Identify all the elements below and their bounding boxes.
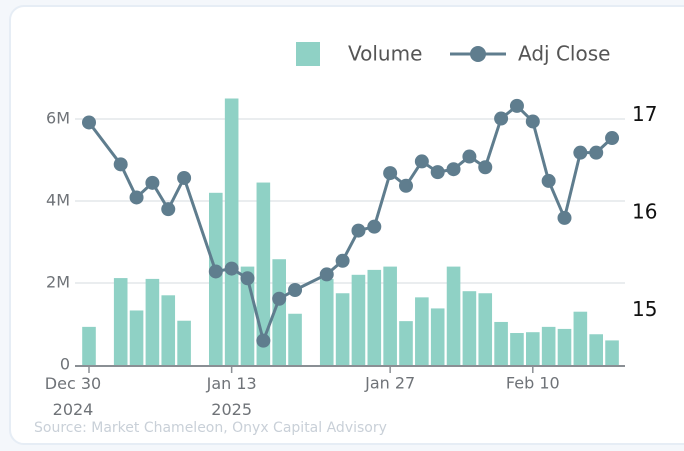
volume-bar xyxy=(224,98,239,365)
x-tick-label: Feb 10 xyxy=(506,374,560,393)
legend-label: Volume xyxy=(348,42,422,66)
volume-bar xyxy=(113,278,128,365)
x-tick-label: Dec 30 2024 xyxy=(45,374,101,419)
close-point xyxy=(161,202,176,217)
volume-bar xyxy=(367,269,382,365)
close-point xyxy=(177,170,192,185)
legend-marker xyxy=(470,46,486,62)
close-point xyxy=(319,267,334,282)
volume-bar xyxy=(541,326,556,365)
volume-bar xyxy=(415,297,429,365)
close-point xyxy=(446,162,461,177)
volume-bar xyxy=(335,293,350,365)
x-tick-label: Jan 13 2025 xyxy=(206,374,257,419)
volume-bar xyxy=(526,332,540,365)
y2-tick-label: 16 xyxy=(632,200,657,224)
close-point xyxy=(462,149,477,164)
volume-bar xyxy=(573,311,588,365)
close-point xyxy=(256,333,271,348)
close-point xyxy=(414,154,429,169)
y2-tick-label: 17 xyxy=(632,102,657,126)
volume-bar xyxy=(161,295,176,365)
x-tick-label: Jan 27 xyxy=(364,374,415,393)
volume-bar xyxy=(383,266,397,365)
close-point xyxy=(208,264,223,279)
close-point xyxy=(335,253,350,268)
volume-bar xyxy=(462,291,477,365)
close-point xyxy=(509,98,524,113)
volume-bar xyxy=(446,266,461,365)
volume-bar xyxy=(510,333,524,365)
close-point xyxy=(589,145,604,160)
volume-bar xyxy=(589,334,603,365)
close-point xyxy=(145,175,160,190)
close-point xyxy=(367,219,382,234)
y2-tick-label: 15 xyxy=(632,297,657,321)
close-point xyxy=(383,166,398,181)
legend-label: Adj Close xyxy=(518,42,610,66)
volume-bar xyxy=(557,328,572,365)
close-point xyxy=(288,282,303,297)
volume-bar xyxy=(177,320,191,365)
volume-bar xyxy=(209,192,223,365)
close-point xyxy=(113,157,128,172)
close-point xyxy=(478,160,493,175)
y-tick-label: 4M xyxy=(46,191,70,210)
volume-bar xyxy=(399,321,413,365)
close-point xyxy=(399,178,413,193)
volume-bar xyxy=(494,321,508,365)
close-point xyxy=(129,190,144,205)
volume-bar xyxy=(478,293,493,365)
volume-bar xyxy=(288,313,302,365)
close-point xyxy=(605,131,620,146)
axes: 0 2M 4M 6M 15 16 17 Dec 30 2024 Jan 13 2025 Jan 27 F… xyxy=(45,102,658,418)
volume-bar xyxy=(319,278,334,365)
close-point xyxy=(557,210,572,225)
close-point xyxy=(272,291,287,306)
card xyxy=(9,5,684,445)
volume-bar xyxy=(82,326,96,365)
y-tick-label: 0 xyxy=(60,355,70,374)
close-point xyxy=(573,145,588,160)
close-point xyxy=(494,111,509,126)
close-point xyxy=(430,165,445,180)
close-point xyxy=(525,114,540,129)
y-tick-label: 6M xyxy=(46,109,70,128)
y-tick-label: 2M xyxy=(46,273,70,292)
volume-bar xyxy=(256,182,271,365)
volume-bar xyxy=(605,340,619,365)
volume-bar xyxy=(145,278,160,365)
volume-bar xyxy=(129,310,144,365)
close-point xyxy=(351,223,366,238)
bars xyxy=(82,98,619,365)
volume-bar xyxy=(351,274,366,365)
legend: Volume Adj Close xyxy=(296,42,610,66)
volume-bar xyxy=(430,308,445,365)
source: Source: Market Chameleon, Onyx Capital A… xyxy=(34,420,387,436)
lines xyxy=(82,98,620,348)
close-point xyxy=(240,271,255,286)
close-point xyxy=(541,173,556,188)
close-point xyxy=(224,261,239,276)
legend-swatch xyxy=(296,42,320,66)
close-point xyxy=(82,115,96,130)
volume-bar xyxy=(272,259,286,365)
